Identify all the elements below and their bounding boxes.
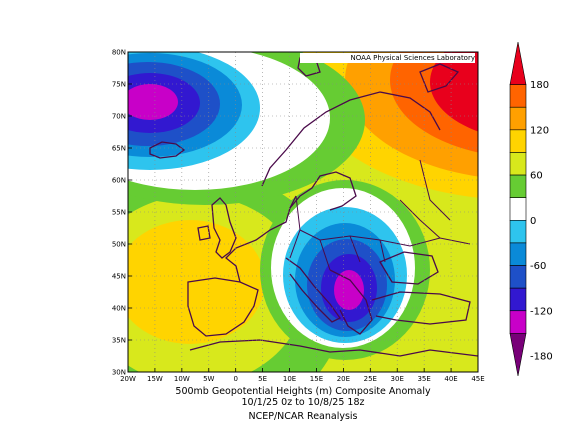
colorbar-swatch xyxy=(509,242,527,266)
colorbar-swatch xyxy=(509,265,527,289)
lat-tick-label: 50N xyxy=(112,241,126,249)
lon-tick-label: 5E xyxy=(258,375,267,383)
colorbar-swatch xyxy=(509,84,527,108)
lon-tick-label: 35E xyxy=(417,375,430,383)
colorbar-label: 120 xyxy=(530,125,549,136)
lat-tick-label: 55N xyxy=(112,209,126,217)
caption-source: NCEP/NCAR Reanalysis xyxy=(248,411,358,422)
lon-tick-label: 5W xyxy=(203,375,214,383)
colorbar-swatch xyxy=(509,197,527,221)
colorbar-swatch xyxy=(509,41,527,85)
lon-tick-label: 25E xyxy=(364,375,377,383)
colorbar-swatch xyxy=(509,106,527,131)
lon-tick-label: 15W xyxy=(147,375,163,383)
lat-tick-label: 70N xyxy=(112,113,126,121)
lon-tick-label: 0 xyxy=(233,375,237,383)
colorbar-swatch xyxy=(509,174,527,198)
colorbar-label: 0 xyxy=(530,216,536,227)
colorbar-swatch xyxy=(509,310,527,334)
lon-tick-label: 20W xyxy=(120,375,136,383)
colorbar-swatch xyxy=(509,333,527,377)
colorbar-swatch xyxy=(509,287,527,312)
lat-tick-label: 35N xyxy=(112,337,126,345)
colorbar-swatch xyxy=(509,220,527,244)
lat-tick-label: 30N xyxy=(112,369,126,377)
lat-tick-label: 65N xyxy=(112,145,126,153)
negative-anomaly-northwest xyxy=(128,52,260,170)
axis-ticks: 20W 15W 10W 5W 0 5E 10E 15E 20E 25E 30E 35E 40E 45E 80… xyxy=(112,49,485,384)
lon-tick-label: 40E xyxy=(444,375,457,383)
colorbar-label: -180 xyxy=(530,352,553,363)
lat-lon-grid xyxy=(128,52,478,372)
lat-tick-label: 40N xyxy=(112,305,126,313)
colorbar: 180 120 60 0 -60 -120 -180 xyxy=(509,41,553,377)
caption-date-range: 10/1/25 0z to 10/8/25 18z xyxy=(241,397,365,408)
colorbar-label: -60 xyxy=(530,261,546,272)
colorbar-swatch xyxy=(509,129,527,153)
negative-anomaly-balkans xyxy=(260,180,430,360)
map-plot-area xyxy=(128,52,478,372)
lon-tick-label: 10W xyxy=(174,375,190,383)
colorbar-label: 180 xyxy=(530,80,549,91)
lon-tick-label: 45E xyxy=(471,375,484,383)
lon-tick-label: 15E xyxy=(310,375,323,383)
colorbar-label: 60 xyxy=(530,171,543,182)
credit-label: NOAA Physical Sciences Laboratory xyxy=(300,53,475,63)
lon-tick-label: 30E xyxy=(391,375,404,383)
lat-tick-label: 80N xyxy=(112,49,126,57)
lat-tick-label: 45N xyxy=(112,273,126,281)
colorbar-label: -120 xyxy=(530,306,553,317)
lat-tick-label: 75N xyxy=(112,81,126,89)
lat-tick-label: 60N xyxy=(112,177,126,185)
lon-tick-label: 20E xyxy=(337,375,350,383)
coastlines xyxy=(149,57,478,357)
colorbar-swatch xyxy=(509,152,527,176)
caption-title: 500mb Geopotential Heights (m) Composite… xyxy=(175,386,431,397)
lon-tick-label: 10E xyxy=(283,375,296,383)
